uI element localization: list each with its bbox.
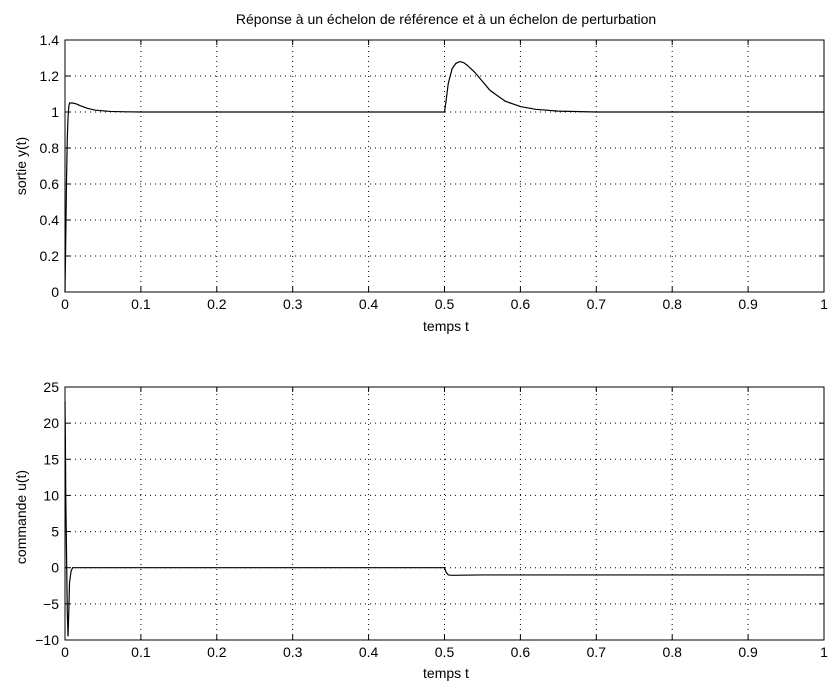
x-tick-label: 0.3 [283, 644, 303, 660]
y-tick-label: 0.2 [40, 248, 60, 264]
x-tick-label: 0.3 [283, 296, 303, 312]
y-tick-label: 1 [51, 104, 59, 120]
y-tick-label: 0.8 [40, 140, 60, 156]
x-tick-label: 0.1 [131, 296, 151, 312]
x-tick-label: 0 [61, 296, 69, 312]
x-tick-label: 0.9 [738, 296, 758, 312]
x-tick-label: 1 [820, 296, 828, 312]
plot-bottom: 0 0.1 0.2 0.3 0.4 0.5 0.6 0.7 0.8 0.9 1 −10 −5 0 5 10 15… [35, 379, 828, 660]
y-tick-label: 0 [51, 284, 59, 300]
y-axis-label-bottom: commande u(t) [13, 470, 29, 564]
x-tick-label: 0 [61, 644, 69, 660]
y-tick-label: 5 [51, 524, 59, 540]
y-tick-label: 10 [43, 487, 59, 503]
x-tick-label: 0.8 [662, 644, 682, 660]
y-axis-label-top: sortie y(t) [13, 137, 29, 195]
y-tick-label: −5 [43, 596, 59, 612]
y-tick-label: 20 [43, 415, 59, 431]
chart-title: Réponse à un échelon de référence et à u… [236, 11, 656, 27]
y-tick-label: −10 [35, 632, 59, 648]
series-line-output [64, 60, 824, 293]
y-tick-label: 0 [51, 560, 59, 576]
y-tick-label: 15 [43, 451, 59, 467]
x-tick-label: 0.2 [207, 296, 227, 312]
x-tick-label: 0.7 [587, 644, 607, 660]
x-tick-label: 0.8 [662, 296, 682, 312]
y-tick-label: 1.2 [40, 68, 60, 84]
x-tick-label: 0.6 [511, 296, 531, 312]
x-tick-label: 0.9 [738, 644, 758, 660]
x-tick-label: 0.4 [359, 296, 379, 312]
x-tick-label: 0.7 [587, 296, 607, 312]
y-tick-label: 25 [43, 379, 59, 395]
x-tick-label: 0.2 [207, 644, 227, 660]
x-tick-label: 0.4 [359, 644, 379, 660]
x-axis-label-bottom: temps t [423, 665, 469, 681]
x-axis-label-top: temps t [423, 318, 469, 334]
y-tick-label: 0.4 [40, 212, 60, 228]
series-line-command [64, 401, 824, 637]
x-tick-label: 0.6 [511, 644, 531, 660]
x-tick-label: 1 [820, 644, 828, 660]
y-tick-label: 1.4 [40, 32, 60, 48]
x-tick-label: 0.5 [435, 296, 455, 312]
y-tick-label: 0.6 [40, 176, 60, 192]
x-tick-label: 0.5 [435, 644, 455, 660]
x-tick-label: 0.1 [131, 644, 151, 660]
plot-top: 0 0.1 0.2 0.3 0.4 0.5 0.6 0.7 0.8 0.9 1 0 0.2 0.4 0.6 0… [40, 32, 829, 312]
